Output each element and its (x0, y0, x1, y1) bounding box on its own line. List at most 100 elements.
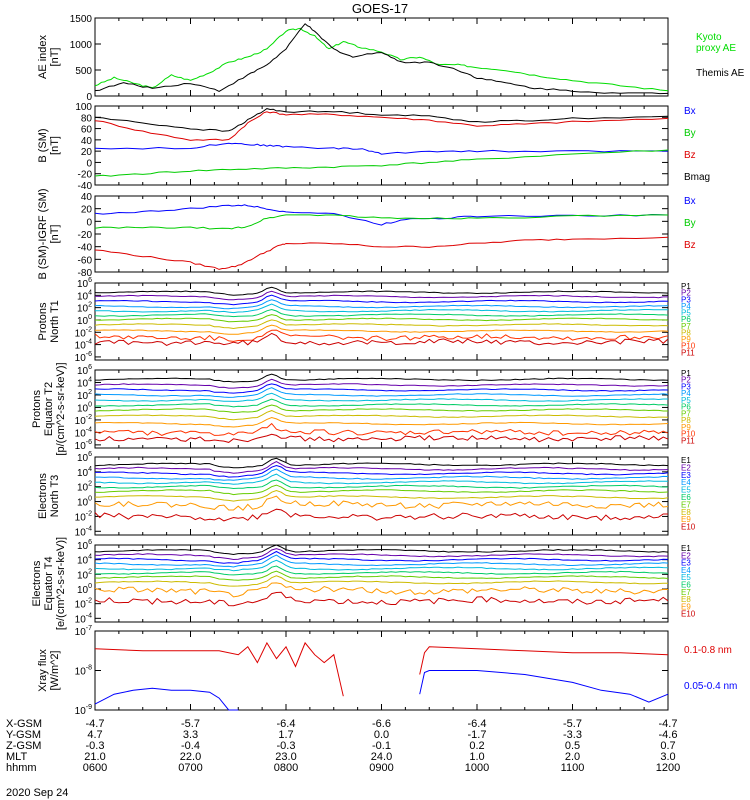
legend-entry-E10: E10 (681, 523, 696, 532)
y-axis-label-protons_t2: ProtonsEquator T2[p/(cm^2-s-sr-keV)] (31, 362, 67, 455)
tick-exp: -4 (86, 339, 92, 346)
legend-entry-P4: P4 (681, 302, 691, 311)
y-tick-label: 20 (81, 147, 93, 158)
legend-line: By (684, 218, 696, 229)
y-axis-label-line: Protons (37, 302, 49, 340)
y-tick-label: 10-6 (75, 439, 92, 452)
series-line-By (94, 149, 669, 177)
tick-base: 10 (75, 667, 87, 678)
tick-exp: 2 (88, 568, 92, 575)
legend-entry-E6: E6 (681, 493, 691, 502)
ephem-value: -0.1 (372, 740, 391, 752)
legend-line: Kyoto (696, 32, 722, 43)
tick-base: 10 (75, 353, 87, 364)
tick-exp: -4 (86, 525, 92, 532)
ephem-value: -1.7 (468, 729, 487, 741)
ephem-value: -3.3 (563, 729, 582, 741)
tick-base: 10 (75, 527, 87, 538)
tick-exp: 2 (88, 302, 92, 309)
panel-frame-electrons_t4 (94, 544, 669, 623)
tick-base: 10 (77, 541, 89, 552)
legend-line: Bmag (684, 172, 710, 183)
y-axis-label-line: Protons (31, 390, 43, 428)
series-line-E1 (94, 457, 669, 469)
y-axis-label-line: Xray flux (37, 649, 49, 692)
tick-base: 10 (77, 378, 89, 389)
panel-frame-bsm (94, 105, 669, 186)
tick-exp: -6 (86, 351, 92, 358)
legend-entry: 0.1-0.8 nm (684, 645, 732, 656)
legend-entry-P4: P4 (681, 389, 691, 398)
series-line-P4 (94, 299, 669, 310)
series-line-E3 (95, 464, 669, 478)
tick-base: 10 (75, 416, 87, 427)
series-line-Bx (94, 142, 669, 155)
tick-exp: 6 (88, 277, 92, 284)
y-axis-label-line: [e/(cm^2-s-sr-keV)] (55, 537, 67, 630)
series-line-0.05-0.4 nm (94, 687, 239, 711)
y-tick-label: -60 (78, 255, 93, 266)
figure-title: GOES-17 (352, 1, 408, 16)
y-tick-label: 0 (86, 92, 92, 103)
tick-base: 10 (75, 341, 87, 352)
legend-entry-E5: E5 (681, 573, 691, 582)
ephem-value: 0800 (274, 762, 298, 774)
y-axis-label-line: AE index (37, 34, 49, 79)
legend-entry-E9: E9 (681, 602, 691, 611)
ephem-value: 1.0 (469, 751, 484, 763)
tick-exp: 4 (88, 554, 92, 561)
y-axis-label-line: [W/m^2] (49, 651, 61, 691)
legend-entry-P7: P7 (681, 322, 691, 331)
y-tick-label: 104 (77, 376, 92, 389)
legend-line: Bx (684, 196, 696, 207)
ephemeris-table: X-GSM -4.7 -5.7 -6.4 -6.6 -6.4 -5.7 -4.7 Y-GSM 4.… (6, 718, 680, 774)
series-line-P2 (94, 290, 668, 301)
ephem-value: 21.0 (84, 751, 105, 763)
series-line-Bz (94, 236, 669, 270)
panel-electrons_t4: ElectronsEquator T4[e/(cm^2-s-sr-keV)] 10… (31, 537, 696, 630)
legend-entry-E8: E8 (681, 508, 691, 517)
legend-entry-E3: E3 (681, 559, 691, 568)
y-tick-label: 0 (86, 217, 92, 228)
legend-entry-P8: P8 (681, 328, 691, 337)
tick-exp: -7 (86, 625, 92, 632)
tick-exp: -2 (86, 598, 92, 605)
tick-base: 10 (75, 328, 87, 339)
series-line-E7 (94, 484, 669, 496)
series-line-P10 (94, 422, 669, 436)
legend-entry-P5: P5 (681, 396, 691, 405)
legend-entry: Kyoto proxy AE (696, 32, 736, 54)
tick-base: 10 (77, 391, 89, 402)
tick-exp: 4 (88, 289, 92, 296)
tick-base: 10 (77, 304, 89, 315)
legend-entry-P2: P2 (681, 289, 691, 298)
legend-entry-E9: E9 (681, 515, 691, 524)
series-line-E4 (94, 554, 669, 568)
y-axis-label-bigrf: B (SM)-IGRF (SM)[nT] (37, 188, 61, 279)
ephem-value: -0.4 (181, 740, 200, 752)
series-line-P6 (94, 398, 669, 408)
series-line-Themis AE (94, 23, 669, 95)
y-axis-label-line: [nT] (49, 136, 61, 155)
y-axis-label-line: North T3 (49, 475, 61, 518)
ephem-value: 4.7 (87, 729, 102, 741)
series-line-0.05-0.4 nm (419, 670, 669, 703)
legend-entry-E7: E7 (681, 588, 691, 597)
legend-line: Bx (684, 106, 696, 117)
tick-base: 10 (77, 453, 89, 464)
legend-entry: Bz (684, 240, 696, 251)
panel-frame-xray (94, 630, 669, 711)
panel-frame-protons_t1 (94, 282, 669, 361)
ephem-value: 3.3 (183, 729, 198, 741)
y-tick-label: 0 (86, 158, 92, 169)
legend-line: 0.1-0.8 nm (684, 645, 732, 656)
y-axis-label-line: B (SM)-IGRF (SM) (37, 188, 49, 279)
y-tick-label: -40 (78, 243, 93, 254)
legend-entry-P1: P1 (681, 282, 691, 291)
series-line-P11 (94, 433, 669, 443)
y-axis-label-line: [nT] (49, 225, 61, 244)
series-line-E5 (94, 473, 669, 485)
y-tick-label: 100 (75, 102, 92, 113)
y-tick-label: -40 (78, 181, 93, 192)
y-axis-label-line: Electrons (37, 473, 49, 519)
